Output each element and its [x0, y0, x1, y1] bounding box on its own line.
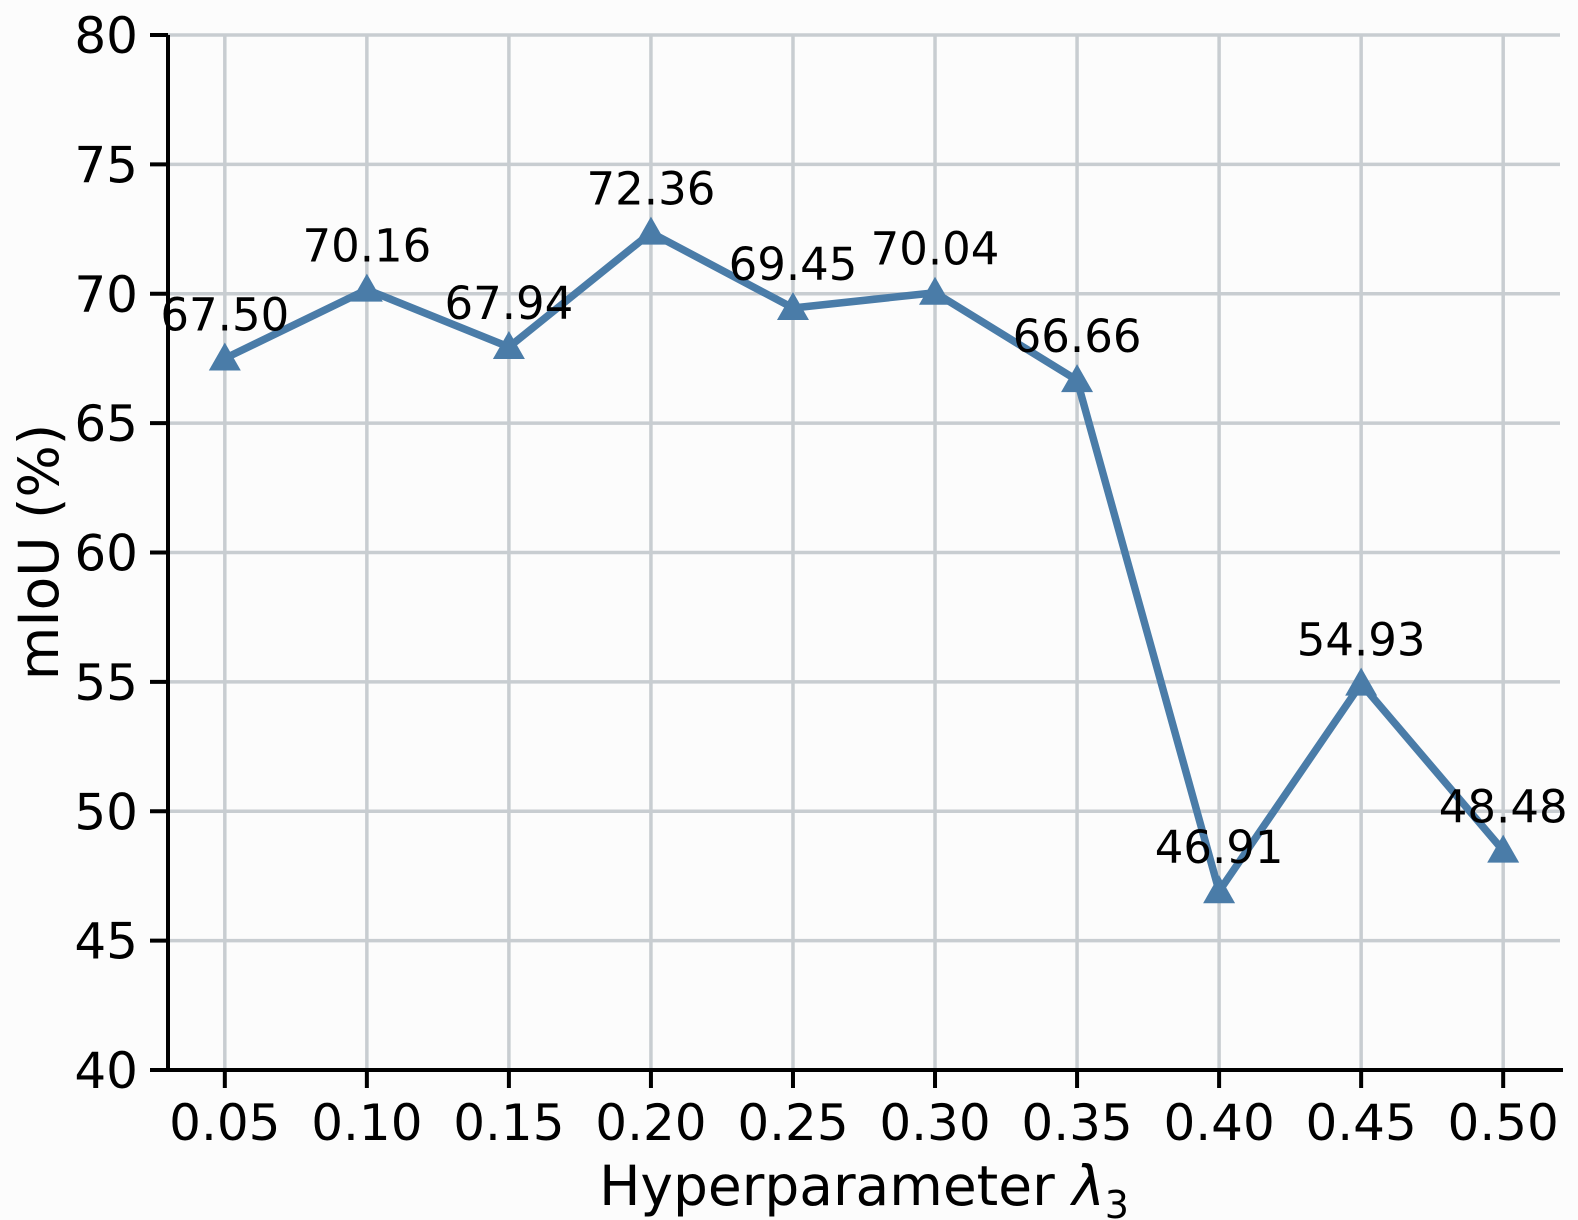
x-tick-label: 0.15 [453, 1094, 564, 1152]
data-point-marker [776, 291, 809, 320]
data-point-label: 67.50 [160, 288, 289, 341]
data-point-marker [208, 342, 241, 371]
data-point-marker [492, 331, 525, 360]
y-tick-label: 75 [74, 136, 138, 194]
grid-layer [168, 33, 1560, 1072]
data-point-marker [1345, 667, 1378, 696]
series-layer [208, 216, 1520, 904]
y-tick-label: 80 [74, 7, 138, 65]
lambda-symbol: λ [1069, 1154, 1105, 1218]
x-tick-label: 0.35 [1021, 1094, 1132, 1152]
x-tick-label: 0.05 [169, 1094, 280, 1152]
x-tick-label: 0.50 [1448, 1094, 1559, 1152]
x-tick-label: 0.25 [737, 1094, 848, 1152]
data-point-label: 67.94 [444, 277, 573, 330]
data-point-label: 54.93 [1297, 614, 1426, 667]
data-point-marker [919, 276, 952, 305]
lambda-subscript: 3 [1105, 1183, 1129, 1220]
data-point-label: 70.04 [871, 223, 1000, 276]
data-point-marker [1203, 875, 1236, 904]
series-line [223, 228, 1507, 895]
x-tick-label: 0.45 [1305, 1094, 1416, 1152]
y-tick-label: 65 [74, 395, 138, 453]
data-point-marker [1061, 364, 1094, 393]
data-point-label: 46.91 [1155, 821, 1284, 874]
data-point-marker [1487, 834, 1520, 863]
x-tick-label: 0.30 [879, 1094, 990, 1152]
x-tick-label: 0.10 [311, 1094, 422, 1152]
y-tick-label: 50 [74, 783, 138, 841]
x-tick-label: 0.40 [1163, 1094, 1274, 1152]
x-tick-label: 0.20 [595, 1094, 706, 1152]
data-point-marker [350, 273, 383, 302]
axes-layer: 0.05 0.10 0.15 0.20 0.25 0.30 0.35 0.40 0.45 0.50… [74, 7, 1563, 1152]
x-axis-title: Hyperparameter λ3 [599, 1154, 1129, 1220]
y-tick-label: 55 [74, 654, 138, 712]
data-point-label: 69.45 [729, 238, 858, 291]
data-point-label: 66.66 [1013, 310, 1142, 363]
y-tick-label: 40 [74, 1042, 138, 1100]
y-tick-label: 45 [74, 913, 138, 971]
data-point-label: 70.16 [302, 220, 431, 273]
data-point-marker [634, 216, 667, 245]
x-axis-title-text: Hyperparameter [599, 1154, 1072, 1218]
data-point-label: 72.36 [587, 163, 716, 216]
y-tick-label: 70 [74, 266, 138, 324]
y-tick-label: 60 [74, 525, 138, 583]
y-axis-title: mIoU (%) [7, 424, 71, 680]
data-point-label: 48.48 [1439, 781, 1568, 834]
